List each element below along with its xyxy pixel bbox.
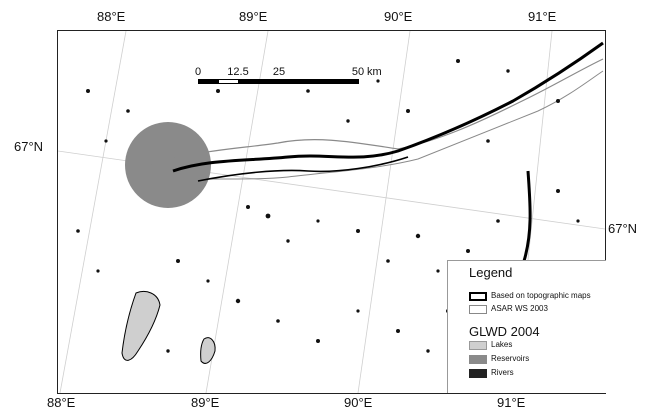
legend-swatch-lakes (469, 341, 487, 350)
legend-swatch-rivers (469, 369, 487, 378)
legend-group-title: GLWD 2004 (469, 324, 540, 339)
scale-segment-3 (238, 79, 280, 84)
scale-segment-4 (279, 79, 359, 84)
main-river (172, 41, 604, 173)
tick-left-67n: 67°N (14, 139, 44, 154)
tick-bottom-88e: 88°E (47, 395, 76, 410)
asar-outline (137, 58, 604, 172)
small-lakes (76, 59, 580, 353)
legend-swatch-reservoirs (469, 355, 487, 364)
legend: Legend Based on topographic maps ASAR WS… (447, 260, 606, 393)
tick-top-88e: 88°E (97, 9, 126, 24)
river-branch (197, 156, 409, 182)
meridian-90e (357, 31, 411, 393)
map-frame[interactable] (57, 30, 606, 394)
scale-bar: 0 12.5 25 50 km (194, 66, 382, 86)
tick-top-91e: 91°E (528, 9, 557, 24)
meridian-88e (59, 31, 127, 393)
scale-label-0: 0 (194, 66, 202, 78)
reservoir-polygon (125, 122, 211, 208)
legend-label-reservoirs: Reservoirs (491, 354, 530, 363)
asar-outline-2 (147, 70, 604, 182)
scale-segment-2 (218, 79, 239, 84)
tick-right-67n: 67°N (608, 221, 638, 236)
legend-swatch-asar (469, 305, 487, 314)
tick-bottom-89e: 89°E (191, 395, 220, 410)
legend-swatch-topographic (469, 292, 487, 301)
legend-title: Legend (469, 265, 513, 280)
scale-label-12-5: 12.5 (227, 66, 249, 78)
scale-label-50: 50 (351, 66, 365, 78)
legend-label-rivers: Rivers (491, 368, 514, 377)
tick-top-89e: 89°E (239, 9, 268, 24)
legend-label-asar: ASAR WS 2003 (491, 304, 548, 313)
tick-bottom-90e: 90°E (344, 395, 373, 410)
scale-label-25: 25 (272, 66, 286, 78)
tick-top-90e: 90°E (384, 9, 413, 24)
legend-label-topographic: Based on topographic maps (491, 291, 591, 300)
map-canvas (58, 31, 605, 393)
scale-unit: km (367, 66, 382, 78)
lake-large (121, 291, 161, 361)
lake-small (200, 337, 216, 364)
meridian-89e (205, 31, 269, 393)
tick-bottom-91e: 91°E (497, 395, 526, 410)
legend-label-lakes: Lakes (491, 340, 513, 349)
scale-segment-1 (198, 79, 219, 84)
